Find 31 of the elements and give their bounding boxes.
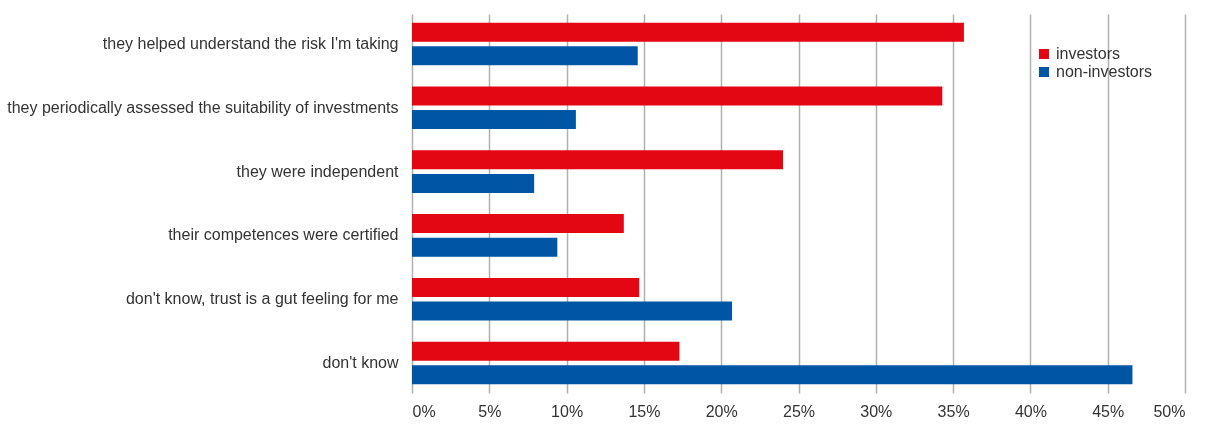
bar xyxy=(412,46,638,66)
bar xyxy=(412,237,558,257)
bar xyxy=(412,173,535,193)
bar xyxy=(412,214,624,234)
bar xyxy=(412,277,640,297)
y-tick-label: they were independent xyxy=(236,162,400,180)
y-tick-label: don't know, trust is a gut feeling for me xyxy=(125,290,399,308)
x-tick-label: 5% xyxy=(478,402,502,420)
bar xyxy=(412,150,784,170)
bar xyxy=(412,301,733,321)
x-tick-label: 10% xyxy=(551,402,584,420)
bar xyxy=(412,86,943,106)
x-tick-label: 45% xyxy=(1092,402,1125,420)
x-tick-label: 25% xyxy=(782,402,816,420)
y-tick-label: their competences were certified xyxy=(168,226,399,244)
x-tick-label: 40% xyxy=(1014,402,1047,420)
x-tick-label: 35% xyxy=(937,402,970,420)
x-tick-label: 20% xyxy=(705,402,738,420)
x-tick-label: 15% xyxy=(628,402,661,420)
bar xyxy=(412,365,1133,385)
y-tick-label: don't know xyxy=(322,354,399,372)
legend-label: investors xyxy=(1056,45,1121,62)
bar xyxy=(412,341,680,361)
y-tick-label: they periodically assessed the suitability of investments xyxy=(7,98,399,116)
bar xyxy=(412,110,576,130)
x-tick-label: 30% xyxy=(860,402,893,420)
legend-label: non-investors xyxy=(1056,63,1153,80)
x-tick-label: 0% xyxy=(412,402,436,420)
y-tick-label: they helped understand the risk I'm taking xyxy=(102,34,399,52)
x-tick-label: 50% xyxy=(1153,402,1186,420)
bar xyxy=(412,22,964,42)
